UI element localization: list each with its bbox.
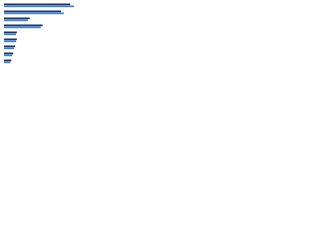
bar: [4, 54, 13, 57]
bar: [4, 5, 74, 8]
bar: [4, 38, 17, 41]
bar: [4, 33, 16, 36]
bar: [4, 24, 43, 27]
chart: [4, 3, 74, 64]
bar: [4, 59, 12, 62]
bar: [4, 3, 71, 6]
bar: [4, 12, 64, 15]
bar: [4, 31, 17, 34]
bar: [4, 19, 28, 22]
bar: [4, 47, 15, 50]
bar: [4, 17, 30, 20]
bar: [4, 52, 14, 55]
bar: [4, 40, 16, 43]
bar: [4, 45, 16, 48]
page: {"chart_data": {"type": "hbar", "categor…: [0, 0, 100, 71]
bar: [4, 61, 11, 64]
bar: [4, 26, 41, 29]
bar: [4, 10, 62, 13]
